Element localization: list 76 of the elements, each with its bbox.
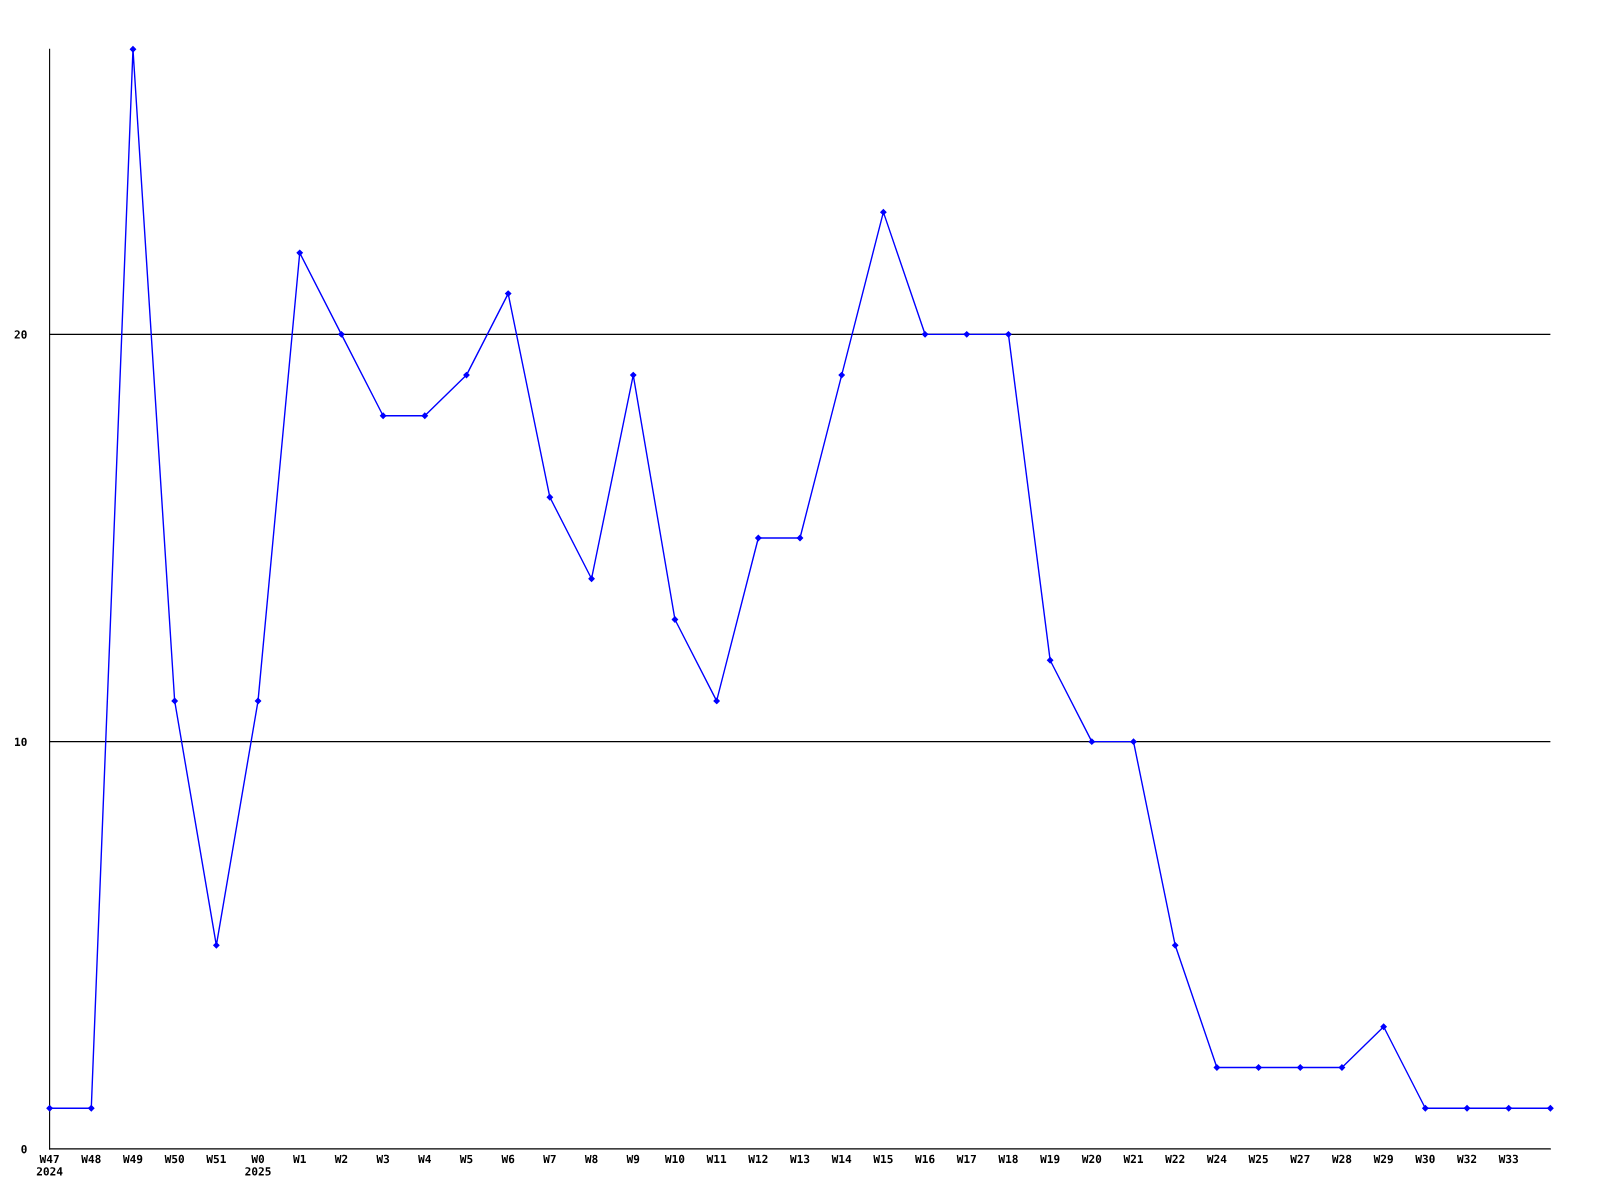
point: [88, 1105, 95, 1112]
point: [880, 208, 887, 216]
x-tick-label: W11: [706, 1154, 727, 1163]
point: [1547, 1105, 1554, 1112]
x-tick-label: W51: [206, 1154, 226, 1164]
x-tick-label: W27: [1290, 1154, 1310, 1163]
point: [421, 412, 428, 419]
x-tick-label: W33: [1498, 1154, 1519, 1164]
x-tick-label: W47 2024: [36, 1154, 63, 1176]
x-tick-label: W1: [293, 1154, 306, 1163]
point: [1463, 1105, 1471, 1112]
point: [588, 575, 595, 582]
point: [129, 46, 137, 53]
x-tick-label: W13: [789, 1154, 810, 1164]
x-tick-label: W16: [915, 1154, 935, 1164]
x-tick-label: W10: [664, 1154, 685, 1164]
point: [1255, 1064, 1262, 1071]
point: [671, 616, 679, 623]
point: [1338, 1064, 1346, 1071]
x-tick-label: W19: [1040, 1154, 1060, 1164]
x-tick-label: W24: [1206, 1154, 1227, 1163]
x-tick-label: W9: [626, 1154, 640, 1164]
point: [1130, 738, 1137, 745]
x-tick-label: W20: [1081, 1154, 1102, 1164]
point: [254, 697, 262, 705]
x-tick-label: W14: [831, 1154, 852, 1163]
point: [338, 331, 345, 338]
point: [1297, 1064, 1304, 1071]
x-tick-label: W8: [584, 1154, 598, 1164]
point: [796, 534, 804, 542]
x-tick-label: W6: [501, 1154, 515, 1164]
point: [630, 371, 637, 379]
y-tick-label: 10: [15, 737, 27, 747]
point: [755, 534, 762, 542]
point: [713, 697, 720, 705]
x-tick-label: W25: [1248, 1154, 1268, 1164]
point: [1380, 1023, 1387, 1030]
x-tick-label: W28: [1331, 1154, 1352, 1164]
point: [963, 331, 970, 338]
point: [463, 371, 470, 379]
x-tick-label: W48: [81, 1154, 101, 1164]
x-tick-label: W3: [376, 1154, 390, 1164]
x-tick-label: W29: [1373, 1154, 1393, 1164]
x-tick-label: W2: [334, 1154, 348, 1163]
x-tick-label: W17: [956, 1154, 976, 1163]
point: [921, 331, 929, 338]
y-tick-label: 20: [14, 330, 27, 339]
point: [1005, 331, 1012, 338]
point: [46, 1105, 53, 1112]
x-tick-label: W21: [1123, 1154, 1144, 1163]
x-tick-label: W15: [873, 1154, 893, 1164]
point: [1172, 942, 1179, 949]
point: [1088, 738, 1095, 745]
point: [546, 494, 554, 501]
point: [1213, 1064, 1221, 1071]
point: [1422, 1105, 1429, 1112]
point: [838, 371, 845, 379]
point: [505, 290, 512, 297]
x-tick-label: W30: [1415, 1154, 1435, 1164]
x-tick-label: W5: [459, 1154, 473, 1164]
x-tick-label: W22: [1165, 1154, 1185, 1163]
x-tick-label: W12: [748, 1154, 768, 1163]
point: [1046, 657, 1054, 664]
x-tick-label: W0 2025: [245, 1154, 271, 1176]
x-tick-label: W4: [418, 1154, 431, 1163]
point: [171, 697, 178, 705]
point: [213, 942, 220, 949]
x-tick-label: W32: [1456, 1154, 1477, 1164]
x-tick-label: W18: [998, 1154, 1018, 1164]
x-tick-label: W7: [543, 1154, 556, 1163]
point: [296, 249, 303, 257]
point: [379, 412, 387, 419]
x-tick-label: W50: [164, 1154, 185, 1164]
y-tick-label: 0: [21, 1144, 27, 1154]
point: [1505, 1105, 1512, 1112]
x-tick-label: W49: [122, 1154, 143, 1164]
